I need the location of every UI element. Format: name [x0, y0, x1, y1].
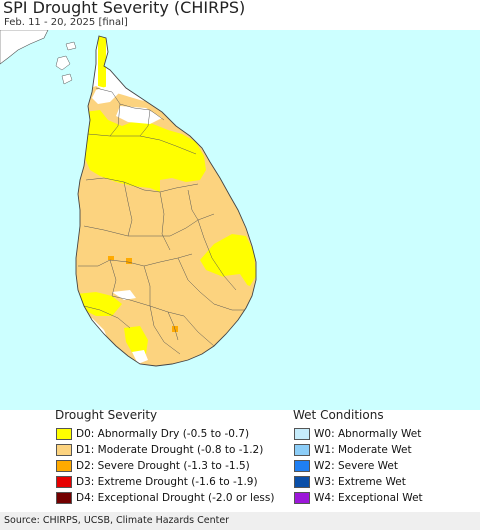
legend-label-d0: D0: Abnormally Dry (-0.5 to -0.7) [76, 428, 250, 440]
legend-label-d2: D2: Severe Drought (-1.3 to -1.5) [76, 460, 250, 472]
legend-item-w0: W0: Abnormally Wet [294, 426, 421, 442]
map-area [0, 29, 480, 410]
district-boundaries [78, 87, 246, 355]
d0-jaffna-strip [98, 36, 106, 88]
legend-item-w2: W2: Severe Wet [294, 458, 398, 474]
legend-swatch-d2 [56, 460, 72, 472]
normal-mannar [92, 86, 120, 104]
legend-drought-heading: Drought Severity [55, 408, 158, 422]
legend-label-d4: D4: Exceptional Drought (-2.0 or less) [76, 492, 275, 504]
legend-label-w3: W3: Extreme Wet [314, 476, 406, 488]
legend-item-d3: D3: Extreme Drought (-1.6 to -1.9) [56, 474, 258, 490]
legend-label-d1: D1: Moderate Drought (-0.8 to -1.2) [76, 444, 264, 456]
island-small [61, 73, 73, 85]
legend-item-w4: W4: Exceptional Wet [294, 490, 423, 506]
sri-lanka-map [0, 29, 480, 410]
legend-label-w2: W2: Severe Wet [314, 460, 398, 472]
legend-label-w4: W4: Exceptional Wet [314, 492, 423, 504]
d1-east-patch [224, 274, 248, 292]
legend: Drought Severity Wet Conditions D0: Abno… [0, 408, 480, 510]
legend-label-w0: W0: Abnormally Wet [314, 428, 422, 440]
normal-south [132, 350, 148, 364]
legend-item-w3: W3: Extreme Wet [294, 474, 406, 490]
legend-item-d0: D0: Abnormally Dry (-0.5 to -0.7) [56, 426, 249, 442]
legend-swatch-d0 [56, 428, 72, 440]
normal-southwest-small [112, 290, 136, 300]
d0-west-zone [76, 292, 122, 316]
legend-swatch-w4 [294, 492, 310, 504]
map-subtitle: Feb. 11 - 20, 2025 [final] [4, 17, 128, 28]
legend-label-w1: W1: Moderate Wet [314, 444, 412, 456]
india-coast [0, 29, 49, 65]
map-title: SPI Drought Severity (CHIRPS) [3, 0, 246, 17]
source-bar: Source: CHIRPS, UCSB, Climate Hazards Ce… [0, 512, 480, 530]
normal-vavuniya [116, 106, 162, 124]
legend-item-w1: W1: Moderate Wet [294, 442, 412, 458]
d0-east-coast-zone [200, 234, 256, 286]
source-text: Source: CHIRPS, UCSB, Climate Hazards Ce… [4, 515, 230, 526]
legend-item-d2: D2: Severe Drought (-1.3 to -1.5) [56, 458, 250, 474]
d2-patch-west [108, 256, 114, 260]
legend-item-d4: D4: Exceptional Drought (-2.0 or less) [56, 490, 274, 506]
island-delft [55, 55, 71, 71]
legend-label-d3: D3: Extreme Drought (-1.6 to -1.9) [76, 476, 258, 488]
legend-swatch-w3 [294, 476, 310, 488]
legend-swatch-w2 [294, 460, 310, 472]
legend-swatch-d1 [56, 444, 72, 456]
d2-patch-central [126, 258, 132, 264]
island-coastline [75, 35, 257, 367]
legend-swatch-d4 [56, 492, 72, 504]
legend-swatch-w1 [294, 444, 310, 456]
legend-swatch-d3 [56, 476, 72, 488]
island-northwest [65, 41, 77, 51]
legend-item-d1: D1: Moderate Drought (-0.8 to -1.2) [56, 442, 263, 458]
d0-south-zone [124, 326, 148, 356]
legend-wet-heading: Wet Conditions [293, 408, 384, 422]
legend-swatch-w0 [294, 428, 310, 440]
